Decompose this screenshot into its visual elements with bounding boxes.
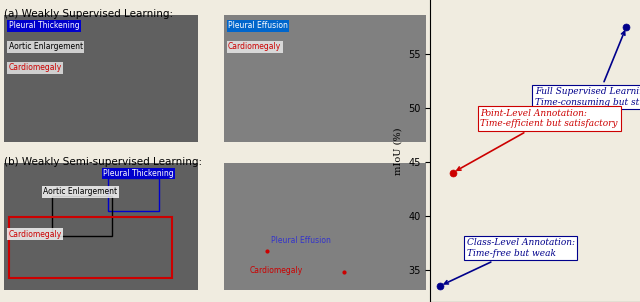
- Text: Cardiomegaly: Cardiomegaly: [8, 230, 62, 239]
- Text: Cardiomegaly: Cardiomegaly: [228, 42, 281, 51]
- Bar: [108, 178, 159, 211]
- Text: Full Supervised Learning:
Time-consuming but strong: Full Supervised Learning: Time-consuming…: [535, 31, 640, 107]
- Text: Aortic Enlargement: Aortic Enlargement: [8, 42, 83, 51]
- Text: Pleural Thickening: Pleural Thickening: [103, 169, 174, 178]
- Text: Aortic Enlargement: Aortic Enlargement: [43, 187, 117, 196]
- Text: (b) Weakly Semi-supervised Learning:: (b) Weakly Semi-supervised Learning:: [4, 157, 202, 167]
- Text: Pleural Effusion: Pleural Effusion: [271, 236, 331, 245]
- Bar: [224, 163, 426, 290]
- Bar: [52, 196, 112, 236]
- Text: Pleural Effusion: Pleural Effusion: [228, 21, 288, 30]
- Bar: [4, 15, 198, 142]
- Text: Pleural Thickening: Pleural Thickening: [8, 21, 79, 30]
- Bar: [8, 217, 172, 278]
- Text: Class-Level Annotation:
Time-free but weak: Class-Level Annotation: Time-free but we…: [444, 238, 575, 284]
- Bar: [4, 163, 198, 290]
- Text: (a) Weakly Supervised Learning:: (a) Weakly Supervised Learning:: [4, 9, 173, 19]
- Bar: [224, 15, 426, 142]
- Y-axis label: mIoU (%): mIoU (%): [394, 127, 403, 175]
- Text: Cardiomegaly: Cardiomegaly: [250, 266, 303, 275]
- Text: Cardiomegaly: Cardiomegaly: [8, 63, 62, 72]
- Text: Point-Level Annotation:
Time-efficient but satisfactory: Point-Level Annotation: Time-efficient b…: [457, 109, 618, 170]
